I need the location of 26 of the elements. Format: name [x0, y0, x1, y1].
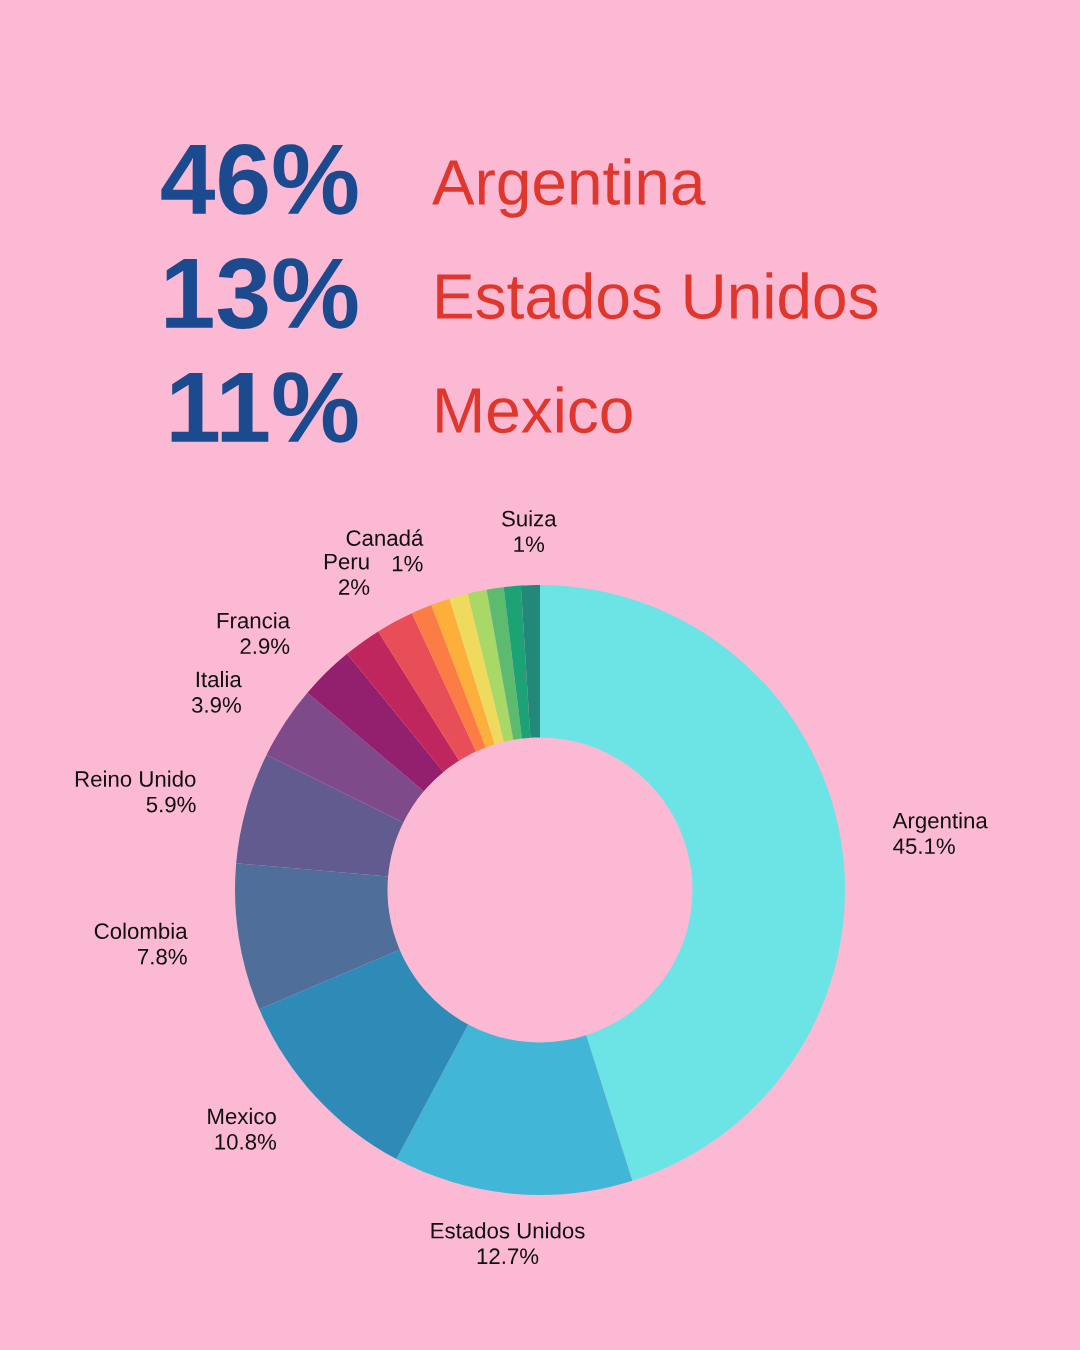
data-label: 10.8% — [215, 1133, 277, 1150]
text: 13% — [166, 258, 358, 329]
slice-label: Estados Unidos — [431, 1222, 585, 1239]
text: Estados Unidos — [437, 272, 878, 320]
data-label: 12.7% — [477, 1248, 539, 1265]
data-label: 7.8% — [138, 948, 187, 965]
data-label: 1% — [514, 536, 545, 552]
data-label: 2.9% — [240, 638, 290, 655]
slice-label: Argentina — [892, 812, 988, 833]
slice-label: Peru — [324, 553, 369, 570]
text: 46% — [161, 144, 358, 215]
text: 11% — [171, 372, 358, 443]
data-label: 2% — [339, 579, 370, 595]
data-label: 5.9% — [146, 796, 196, 813]
slice-label: Italia — [196, 670, 242, 688]
slice-label: Canadá — [346, 529, 424, 546]
slice-label: Francia — [217, 612, 291, 629]
slice-label: Colombia — [94, 922, 188, 940]
data-label: 45.1% — [893, 838, 955, 855]
slice-label: Reino Unido — [75, 770, 196, 787]
data-label: 1% — [392, 555, 423, 572]
text: Argentina — [432, 158, 706, 218]
data-label: 3.9% — [191, 697, 241, 713]
slice-label: Mexico — [208, 1107, 276, 1125]
text: Mexico — [437, 386, 632, 434]
slice-label: Suiza — [502, 510, 557, 527]
